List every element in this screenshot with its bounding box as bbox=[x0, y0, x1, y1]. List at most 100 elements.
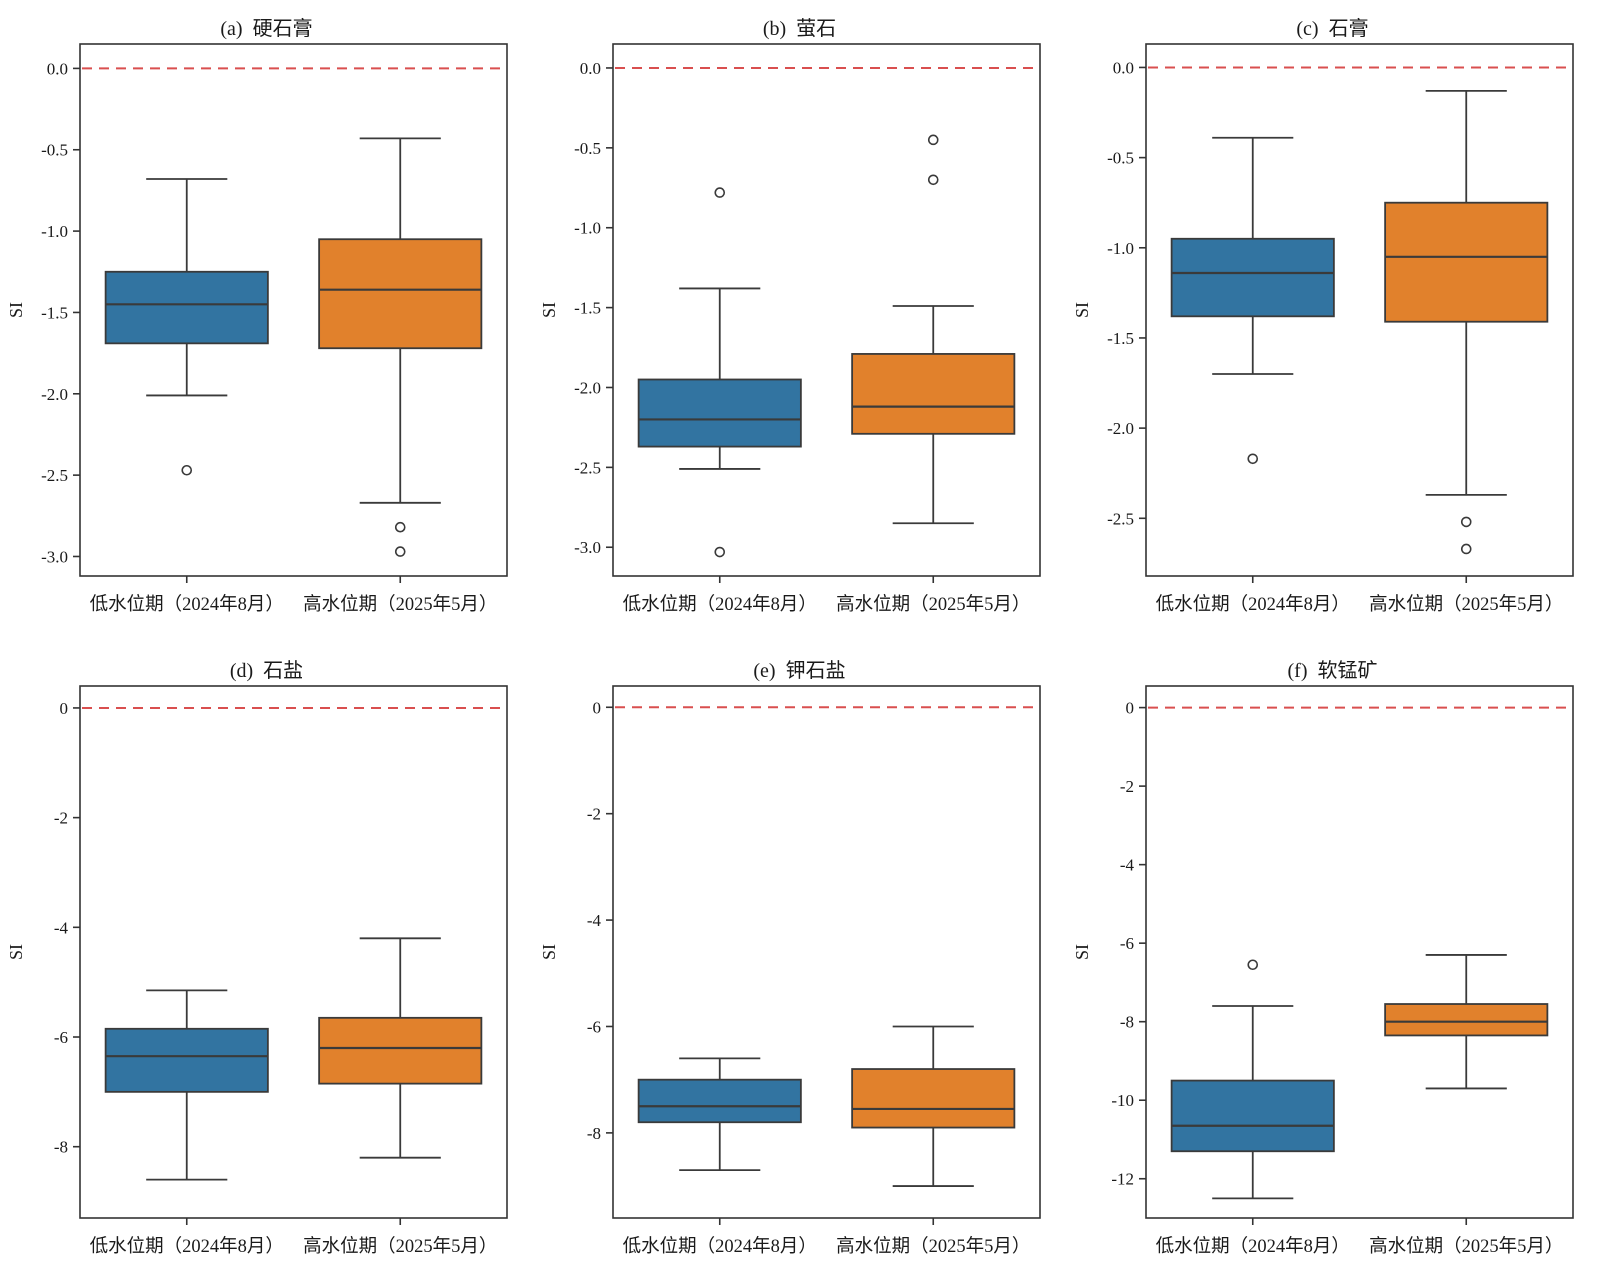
outlier-point bbox=[927, 174, 939, 186]
y-tick-label: -10 bbox=[1111, 1091, 1134, 1110]
y-tick-label: -1.5 bbox=[574, 299, 601, 318]
y-axis-label: SI bbox=[1072, 944, 1092, 960]
y-tick-label: -0.5 bbox=[1107, 149, 1134, 168]
y-tick-label: -2.0 bbox=[574, 378, 601, 397]
y-tick-label: -2.5 bbox=[41, 466, 68, 485]
iqr-box bbox=[104, 270, 269, 345]
x-tick-label: 低水位期（2024年8月） bbox=[623, 594, 817, 615]
y-tick-label: -4 bbox=[587, 911, 602, 930]
iqr-box bbox=[1384, 201, 1549, 323]
y-tick-label: -8 bbox=[587, 1124, 601, 1143]
outlier-point bbox=[1247, 453, 1259, 465]
y-tick-label: -4 bbox=[1120, 856, 1135, 875]
x-tick-label: 低水位期（2024年8月） bbox=[90, 1236, 284, 1257]
y-tick-label: 0 bbox=[593, 698, 602, 717]
box-high-period bbox=[851, 1025, 1016, 1187]
y-tick-label: -1.0 bbox=[1107, 239, 1134, 258]
x-tick-label: 高水位期（2025年5月） bbox=[1369, 1236, 1563, 1257]
x-tick-label: 低水位期（2024年8月） bbox=[90, 594, 284, 615]
iqr-box bbox=[637, 1078, 802, 1124]
y-tick-label: -12 bbox=[1111, 1170, 1134, 1189]
x-tick-label: 低水位期（2024年8月） bbox=[1156, 594, 1350, 615]
box-low-period bbox=[637, 187, 802, 558]
y-tick-label: -4 bbox=[54, 918, 69, 937]
x-tick-label: 低水位期（2024年8月） bbox=[1156, 1236, 1350, 1257]
outlier-point bbox=[1460, 543, 1472, 555]
x-tick-label: 高水位期（2025年5月） bbox=[303, 594, 497, 615]
subplot-c-gypsum: (c) 石膏 0.0 -0.5 -1.0 -1.5 -2.0 -2.5 SI 低水位期（202… bbox=[1066, 0, 1599, 642]
y-tick-label: -6 bbox=[587, 1017, 601, 1036]
y-tick-label: -8 bbox=[1120, 1013, 1134, 1032]
subplot-d-halite: (d) 石盐 0 -2 -4 -6 -8 SI 低水位期（2024年8月） 高水位期（2025… bbox=[0, 642, 533, 1284]
chart-title: (c) 石膏 bbox=[1296, 18, 1369, 40]
plot-frame bbox=[1145, 43, 1574, 577]
subplot-b-fluorite: (b) 萤石 0.0 -0.5 -1.0 -1.5 -2.0 -2.5 -3.0 SI 低水位期… bbox=[533, 0, 1066, 642]
plot-frame bbox=[1145, 685, 1574, 1219]
y-tick-label: -2 bbox=[587, 805, 601, 824]
y-axis-label: SI bbox=[6, 302, 26, 318]
y-tick-label: 0.0 bbox=[580, 59, 601, 78]
y-tick-label: -8 bbox=[54, 1138, 68, 1157]
outlier-point bbox=[714, 546, 726, 558]
y-tick-label: -2.0 bbox=[41, 385, 68, 404]
y-tick-label: 0 bbox=[60, 699, 69, 718]
outlier-point bbox=[181, 464, 193, 476]
y-tick-label: -2.5 bbox=[1107, 509, 1134, 528]
y-tick-label: -1.5 bbox=[1107, 329, 1134, 348]
iqr-box bbox=[1170, 1079, 1335, 1153]
y-tick-label: -3.0 bbox=[574, 538, 601, 557]
subplot-e-sylvite: (e) 钾石盐 0 -2 -4 -6 -8 SI 低水位期（2024年8月） 高水位期（202… bbox=[533, 642, 1066, 1284]
subplot-a-anhydrite: (a) 硬石膏 0.0 -0.5 -1.0 -1.5 -2.0 -2.5 -3.0 SI 低水位… bbox=[0, 0, 533, 642]
y-tick-label: 0.0 bbox=[47, 59, 68, 78]
iqr-box bbox=[104, 1027, 269, 1093]
y-axis-label: SI bbox=[6, 944, 26, 960]
chart-title: (a) 硬石膏 bbox=[220, 18, 313, 40]
box-high-period bbox=[318, 937, 483, 1159]
x-tick-label: 高水位期（2025年5月） bbox=[836, 594, 1030, 615]
x-tick-label: 低水位期（2024年8月） bbox=[623, 1236, 817, 1257]
box-high-period bbox=[1384, 954, 1549, 1090]
plot-frame bbox=[612, 685, 1041, 1219]
iqr-box bbox=[318, 238, 483, 350]
y-tick-label: -2.5 bbox=[574, 458, 601, 477]
box-high-period bbox=[318, 137, 483, 557]
y-tick-label: -1.5 bbox=[41, 303, 68, 322]
x-tick-label: 高水位期（2025年5月） bbox=[836, 1236, 1030, 1257]
plot-frame bbox=[79, 685, 508, 1219]
y-axis-label: SI bbox=[539, 944, 559, 960]
y-tick-label: -6 bbox=[54, 1028, 68, 1047]
box-high-period bbox=[1384, 89, 1549, 555]
iqr-box bbox=[1170, 237, 1335, 318]
y-tick-label: -1.0 bbox=[574, 219, 601, 238]
iqr-box bbox=[637, 378, 802, 448]
plot-frame bbox=[79, 43, 508, 577]
iqr-box bbox=[851, 1068, 1016, 1129]
subplot-f-pyrolusite: (f) 软锰矿 0 -2 -4 -6 -8 -10 -12 SI 低水位期（2024年8月） 高水… bbox=[1066, 642, 1599, 1284]
y-tick-label: -0.5 bbox=[574, 139, 601, 158]
boxplot-canvas-e: 0 -2 -4 -6 -8 SI 低水位期（2024年8月） 高水位期（2025年5月） bbox=[539, 685, 1041, 1257]
box-low-period bbox=[637, 1057, 802, 1172]
boxplot-canvas-f: 0 -2 -4 -6 -8 -10 -12 SI 低水位期（2024年8月） 高水位期（2025年… bbox=[1072, 685, 1574, 1257]
chart-title: (b) 萤石 bbox=[762, 18, 837, 40]
x-tick-label: 高水位期（2025年5月） bbox=[1369, 594, 1563, 615]
box-low-period bbox=[104, 178, 269, 476]
outlier-point bbox=[927, 134, 939, 146]
box-low-period bbox=[1170, 136, 1335, 465]
chart-title: (f) 软锰矿 bbox=[1287, 660, 1378, 682]
outlier-point bbox=[394, 546, 406, 557]
y-tick-label: -3.0 bbox=[41, 547, 68, 566]
y-tick-label: -2.0 bbox=[1107, 419, 1134, 438]
iqr-box bbox=[851, 353, 1016, 435]
x-tick-label: 高水位期（2025年5月） bbox=[303, 1236, 497, 1257]
chart-title: (e) 钾石盐 bbox=[753, 660, 846, 682]
outlier-point bbox=[1247, 959, 1259, 971]
outlier-point bbox=[394, 521, 406, 533]
boxplot-canvas-a: 0.0 -0.5 -1.0 -1.5 -2.0 -2.5 -3.0 SI 低水位期（2024年8… bbox=[6, 43, 508, 615]
boxplot-canvas-b: 0.0 -0.5 -1.0 -1.5 -2.0 -2.5 -3.0 SI 低水位期（2024年8… bbox=[539, 43, 1041, 615]
y-tick-label: -1.0 bbox=[41, 222, 68, 241]
y-axis-label: SI bbox=[1072, 302, 1092, 318]
y-tick-label: -0.5 bbox=[41, 141, 68, 160]
y-tick-label: -6 bbox=[1120, 934, 1134, 953]
boxplot-canvas-d: 0 -2 -4 -6 -8 SI 低水位期（2024年8月） 高水位期（2025年5月） bbox=[6, 685, 508, 1257]
